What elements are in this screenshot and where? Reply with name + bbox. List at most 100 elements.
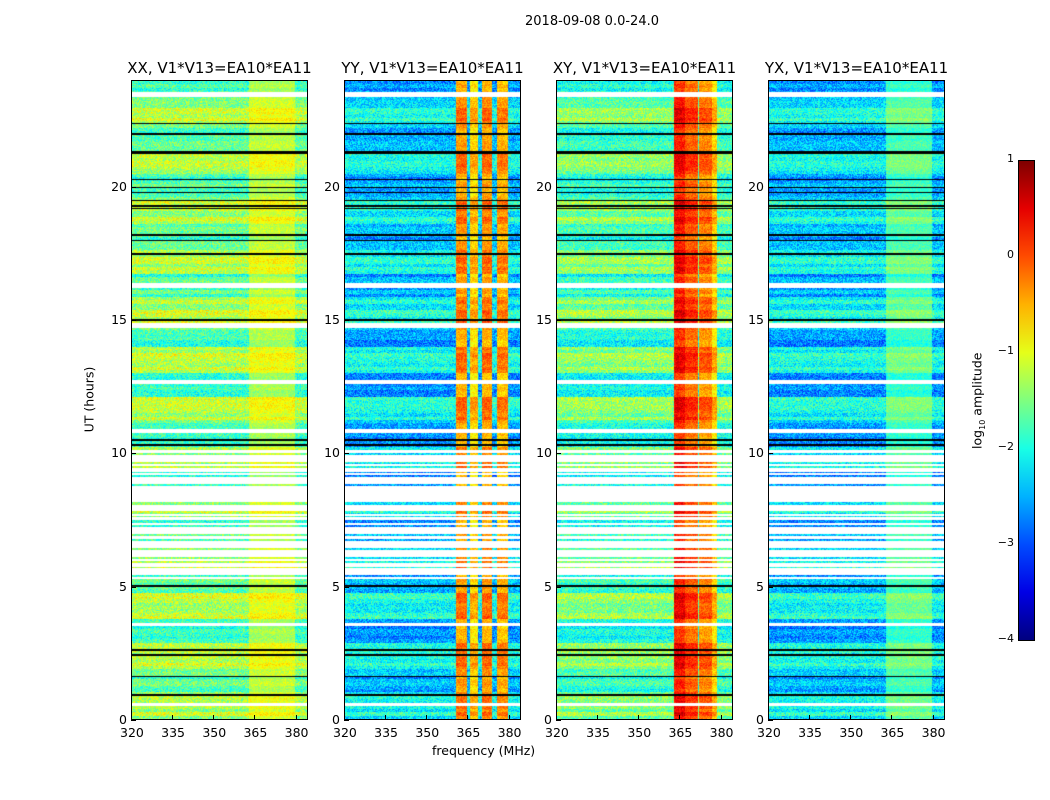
y-tick-mark: [556, 186, 561, 188]
y-tick-mark: [556, 453, 561, 455]
x-tick-mark: [131, 715, 132, 720]
panel-title: XY, V1*V13=EA10*EA11: [552, 59, 737, 77]
y-tick-label: 5: [332, 578, 340, 594]
heatmap-image: [769, 81, 944, 719]
x-tick-mark: [467, 715, 469, 720]
x-tick-mark: [344, 715, 345, 720]
y-tick-mark: [344, 720, 349, 721]
y-tick-mark: [131, 586, 136, 588]
y-axis-label: UT (hours): [81, 366, 97, 433]
y-tick-label: 5: [544, 578, 552, 594]
y-tick-label: 0: [119, 712, 127, 727]
colorbar-label: log10 amplitude: [969, 353, 987, 449]
heatmap-image: [132, 81, 307, 719]
y-tick-label: 15: [111, 312, 127, 327]
x-tick-label: 380: [921, 725, 946, 740]
x-tick-label: 320: [757, 725, 781, 740]
x-tick-mark: [254, 715, 256, 720]
y-tick-label: 15: [748, 312, 764, 327]
y-tick-label: 5: [119, 578, 127, 594]
x-tick-label: 335: [586, 725, 611, 740]
x-tick-label: 320: [545, 725, 569, 740]
x-tick-mark: [172, 715, 174, 720]
y-tick-label: 10: [324, 445, 340, 461]
y-tick-label: 20: [324, 178, 340, 194]
heatmap-image: [557, 81, 732, 719]
x-tick-mark: [556, 715, 557, 720]
y-tick-label: 10: [111, 445, 127, 461]
x-tick-label: 335: [374, 725, 399, 740]
x-tick-label: 380: [497, 725, 522, 740]
x-tick-label: 365: [668, 725, 693, 740]
x-tick-mark: [597, 715, 599, 720]
x-tick-mark: [638, 715, 640, 720]
y-tick-label: 15: [536, 312, 552, 327]
waterfall-panel-1: [131, 80, 308, 720]
colorbar-tick-label: −2: [997, 440, 1014, 453]
x-tick-mark: [720, 715, 722, 720]
y-tick-label: 20: [536, 178, 552, 194]
waterfall-panel-4: [768, 80, 945, 720]
y-tick-label: 10: [748, 445, 764, 461]
x-tick-label: 350: [202, 725, 227, 740]
x-tick-label: 365: [243, 725, 268, 740]
y-tick-mark: [768, 186, 773, 188]
y-tick-mark: [131, 186, 136, 188]
y-tick-mark: [131, 320, 136, 321]
x-tick-label: 320: [120, 725, 144, 740]
panel-title: XX, V1*V13=EA10*EA11: [127, 59, 312, 77]
colorbar-label-prefix: log: [969, 429, 985, 449]
y-tick-mark: [556, 586, 561, 588]
y-tick-mark: [344, 320, 349, 321]
x-tick-mark: [426, 715, 428, 720]
y-tick-label: 10: [536, 445, 552, 461]
panel-title: YY, V1*V13=EA10*EA11: [341, 59, 524, 77]
colorbar-tick-label: −4: [997, 632, 1014, 645]
x-tick-label: 380: [709, 725, 734, 740]
y-tick-label: 0: [756, 712, 764, 727]
y-tick-mark: [768, 320, 773, 321]
x-tick-mark: [809, 715, 811, 720]
x-tick-mark: [508, 715, 510, 720]
y-tick-mark: [768, 720, 773, 721]
colorbar-label-suffix: amplitude: [969, 352, 985, 420]
y-tick-label: 15: [324, 312, 340, 327]
x-tick-label: 350: [627, 725, 652, 740]
colorbar-tick-label: −3: [997, 536, 1014, 549]
x-tick-mark: [850, 715, 852, 720]
y-tick-mark: [556, 720, 561, 721]
y-tick-mark: [344, 186, 349, 188]
x-tick-mark: [295, 715, 297, 720]
x-tick-mark: [891, 715, 893, 720]
colorbar-label-sub: 10: [977, 419, 987, 430]
x-tick-label: 365: [456, 725, 481, 740]
y-tick-label: 0: [332, 712, 340, 727]
x-tick-mark: [385, 715, 387, 720]
y-tick-label: 20: [111, 178, 127, 194]
y-tick-label: 5: [756, 578, 764, 594]
x-tick-mark: [213, 715, 215, 720]
x-tick-mark: [679, 715, 681, 720]
x-tick-label: 335: [161, 725, 186, 740]
y-tick-mark: [344, 586, 349, 588]
x-tick-label: 335: [798, 725, 823, 740]
waterfall-panel-2: [344, 80, 521, 720]
y-tick-mark: [768, 586, 773, 588]
waterfall-panel-3: [556, 80, 733, 720]
figure-title: 2018-09-08 0.0-24.0: [525, 14, 659, 29]
y-tick-mark: [556, 320, 561, 321]
panel-title: YX, V1*V13=EA10*EA11: [764, 59, 949, 77]
y-tick-mark: [131, 453, 136, 455]
x-tick-label: 380: [284, 725, 309, 740]
colorbar-tick-label: 0: [1007, 248, 1014, 261]
x-tick-label: 365: [880, 725, 905, 740]
x-tick-mark: [768, 715, 769, 720]
y-tick-label: 0: [544, 712, 552, 727]
y-tick-mark: [768, 453, 773, 455]
y-tick-label: 20: [748, 178, 764, 194]
colorbar-tick-label: 1: [1007, 152, 1014, 165]
x-tick-label: 350: [839, 725, 864, 740]
heatmap-image: [345, 81, 520, 719]
x-axis-label: frequency (MHz): [432, 743, 536, 758]
